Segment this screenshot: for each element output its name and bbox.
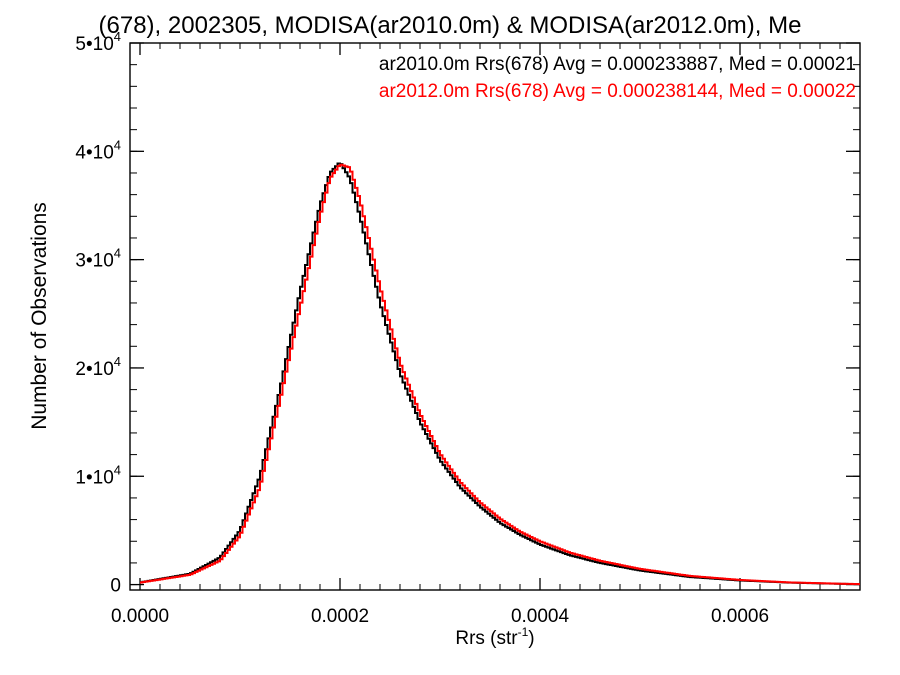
y-tick-label-2: 2•104 <box>75 354 121 380</box>
x-tick-labels: 0.0000 0.0002 0.0004 0.0006 <box>111 606 769 627</box>
legend-entry-series-1: ar2010.0m Rrs(678) Avg = 0.000233887, Me… <box>379 54 856 75</box>
series-2-line <box>140 163 860 586</box>
x-axis-label-tail: ) <box>528 628 534 649</box>
legend-entry-series-2: ar2012.0m Rrs(678) Avg = 0.000238144, Me… <box>379 81 856 102</box>
y-tick-label-base-0: 0 <box>110 576 121 597</box>
y-tick-label-base-5: 5•10 <box>75 34 113 55</box>
plot-frame <box>129 42 861 591</box>
y-tick-label-exp-4: 4 <box>114 137 121 152</box>
axis-ticks <box>130 42 861 590</box>
chart-title: (678), 2002305, MODISA(ar2010.0m) & MODI… <box>99 12 802 39</box>
x-axis-label: Rrs (str-1) <box>455 625 534 649</box>
y-tick-label-exp-3: 4 <box>114 246 121 261</box>
series-group <box>140 162 860 586</box>
y-tick-label-5: 5•104 <box>75 29 121 55</box>
x-tick-label-2: 0.0004 <box>511 606 570 627</box>
y-tick-label-base-4: 4•10 <box>75 142 113 163</box>
y-tick-label-0: 0 <box>110 576 121 597</box>
y-tick-label-exp-5: 4 <box>114 29 121 44</box>
x-tick-label-3: 0.0006 <box>711 606 769 627</box>
y-tick-label-base-1: 1•10 <box>75 467 113 488</box>
x-tick-label-0: 0.0000 <box>111 606 169 627</box>
x-tick-label-1: 0.0002 <box>311 606 369 627</box>
y-tick-label-base-3: 3•10 <box>75 251 113 272</box>
y-axis-label: Number of Observations <box>28 202 51 430</box>
y-tick-label-exp-1: 4 <box>114 462 121 477</box>
y-tick-label-base-2: 2•10 <box>75 359 113 380</box>
x-axis-label-exponent: -1 <box>518 625 529 639</box>
y-tick-label-4: 4•104 <box>75 137 121 163</box>
x-axis-label-main: Rrs (str <box>455 628 518 649</box>
y-tick-label-3: 3•104 <box>75 246 121 272</box>
y-tick-label-1: 1•104 <box>75 462 121 488</box>
y-tick-label-exp-2: 4 <box>114 354 121 369</box>
